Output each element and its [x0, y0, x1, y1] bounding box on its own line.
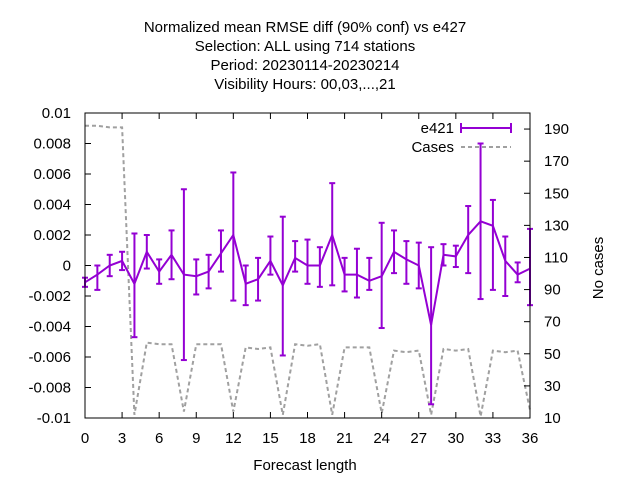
y-tick-label: 0.004 — [33, 197, 71, 214]
y2-tick-label: 170 — [544, 153, 569, 170]
y2-tick-label: 190 — [544, 121, 569, 138]
x-tick-label: 6 — [155, 430, 163, 447]
title-group: Normalized mean RMSE diff (90% conf) vs … — [144, 19, 466, 93]
title-line-1: Normalized mean RMSE diff (90% conf) vs … — [144, 19, 466, 36]
y2-tick-label: 90 — [544, 282, 561, 299]
title-line-4: Visibility Hours: 00,03,...,21 — [214, 76, 395, 93]
x-axis-label: Forecast length — [253, 457, 356, 474]
x-tick-label: 21 — [336, 430, 353, 447]
y2-tick-label: 110 — [544, 249, 568, 266]
x-tick-label: 0 — [81, 430, 89, 447]
title-line-2: Selection: ALL using 714 stations — [195, 38, 415, 55]
y-tick-label: 0.01 — [42, 105, 71, 122]
x-tick-label: 3 — [118, 430, 126, 447]
y-tick-label: 0 — [63, 258, 71, 275]
y-tick-label: 0.008 — [33, 136, 71, 153]
y2-tick-label: 10 — [544, 410, 561, 427]
y-tick-label: -0.008 — [28, 380, 71, 397]
legend-label-cases: Cases — [411, 139, 454, 156]
legend-label-e421: e421 — [421, 120, 454, 137]
y2-axis-label: No cases — [590, 237, 607, 300]
x-tick-label: 30 — [447, 430, 464, 447]
title-line-3: Period: 20230114-20230214 — [210, 57, 399, 74]
y2-tick-label: 50 — [544, 346, 561, 363]
y2-tick-label: 70 — [544, 314, 561, 331]
x-tick-label: 33 — [485, 430, 502, 447]
y-tick-label: -0.01 — [37, 410, 71, 427]
y-tick-label: 0.006 — [33, 166, 71, 183]
y2-tick-label: 130 — [544, 217, 569, 234]
y-tick-label: -0.002 — [28, 288, 71, 305]
cases-line — [85, 124, 531, 417]
x-tick-label: 18 — [299, 430, 316, 447]
y-tick-label: -0.006 — [28, 349, 71, 366]
y-tick-label: 0.002 — [33, 227, 71, 244]
x-tick-label: 15 — [262, 430, 279, 447]
axis-ticks: 0 3 6 9 12 15 18 21 24 27 30 33 36-0.01-0.008-0.006-… — [28, 105, 569, 447]
legend: e421 Cases — [411, 120, 512, 156]
x-tick-label: 12 — [225, 430, 242, 447]
chart-marks — [82, 124, 533, 417]
y2-tick-label: 30 — [544, 378, 561, 395]
x-tick-label: 24 — [373, 430, 390, 447]
x-tick-label: 27 — [410, 430, 427, 447]
x-tick-label: 9 — [192, 430, 200, 447]
y-tick-label: -0.004 — [28, 319, 71, 336]
y2-tick-label: 150 — [544, 185, 569, 202]
x-tick-label: 36 — [522, 430, 539, 447]
